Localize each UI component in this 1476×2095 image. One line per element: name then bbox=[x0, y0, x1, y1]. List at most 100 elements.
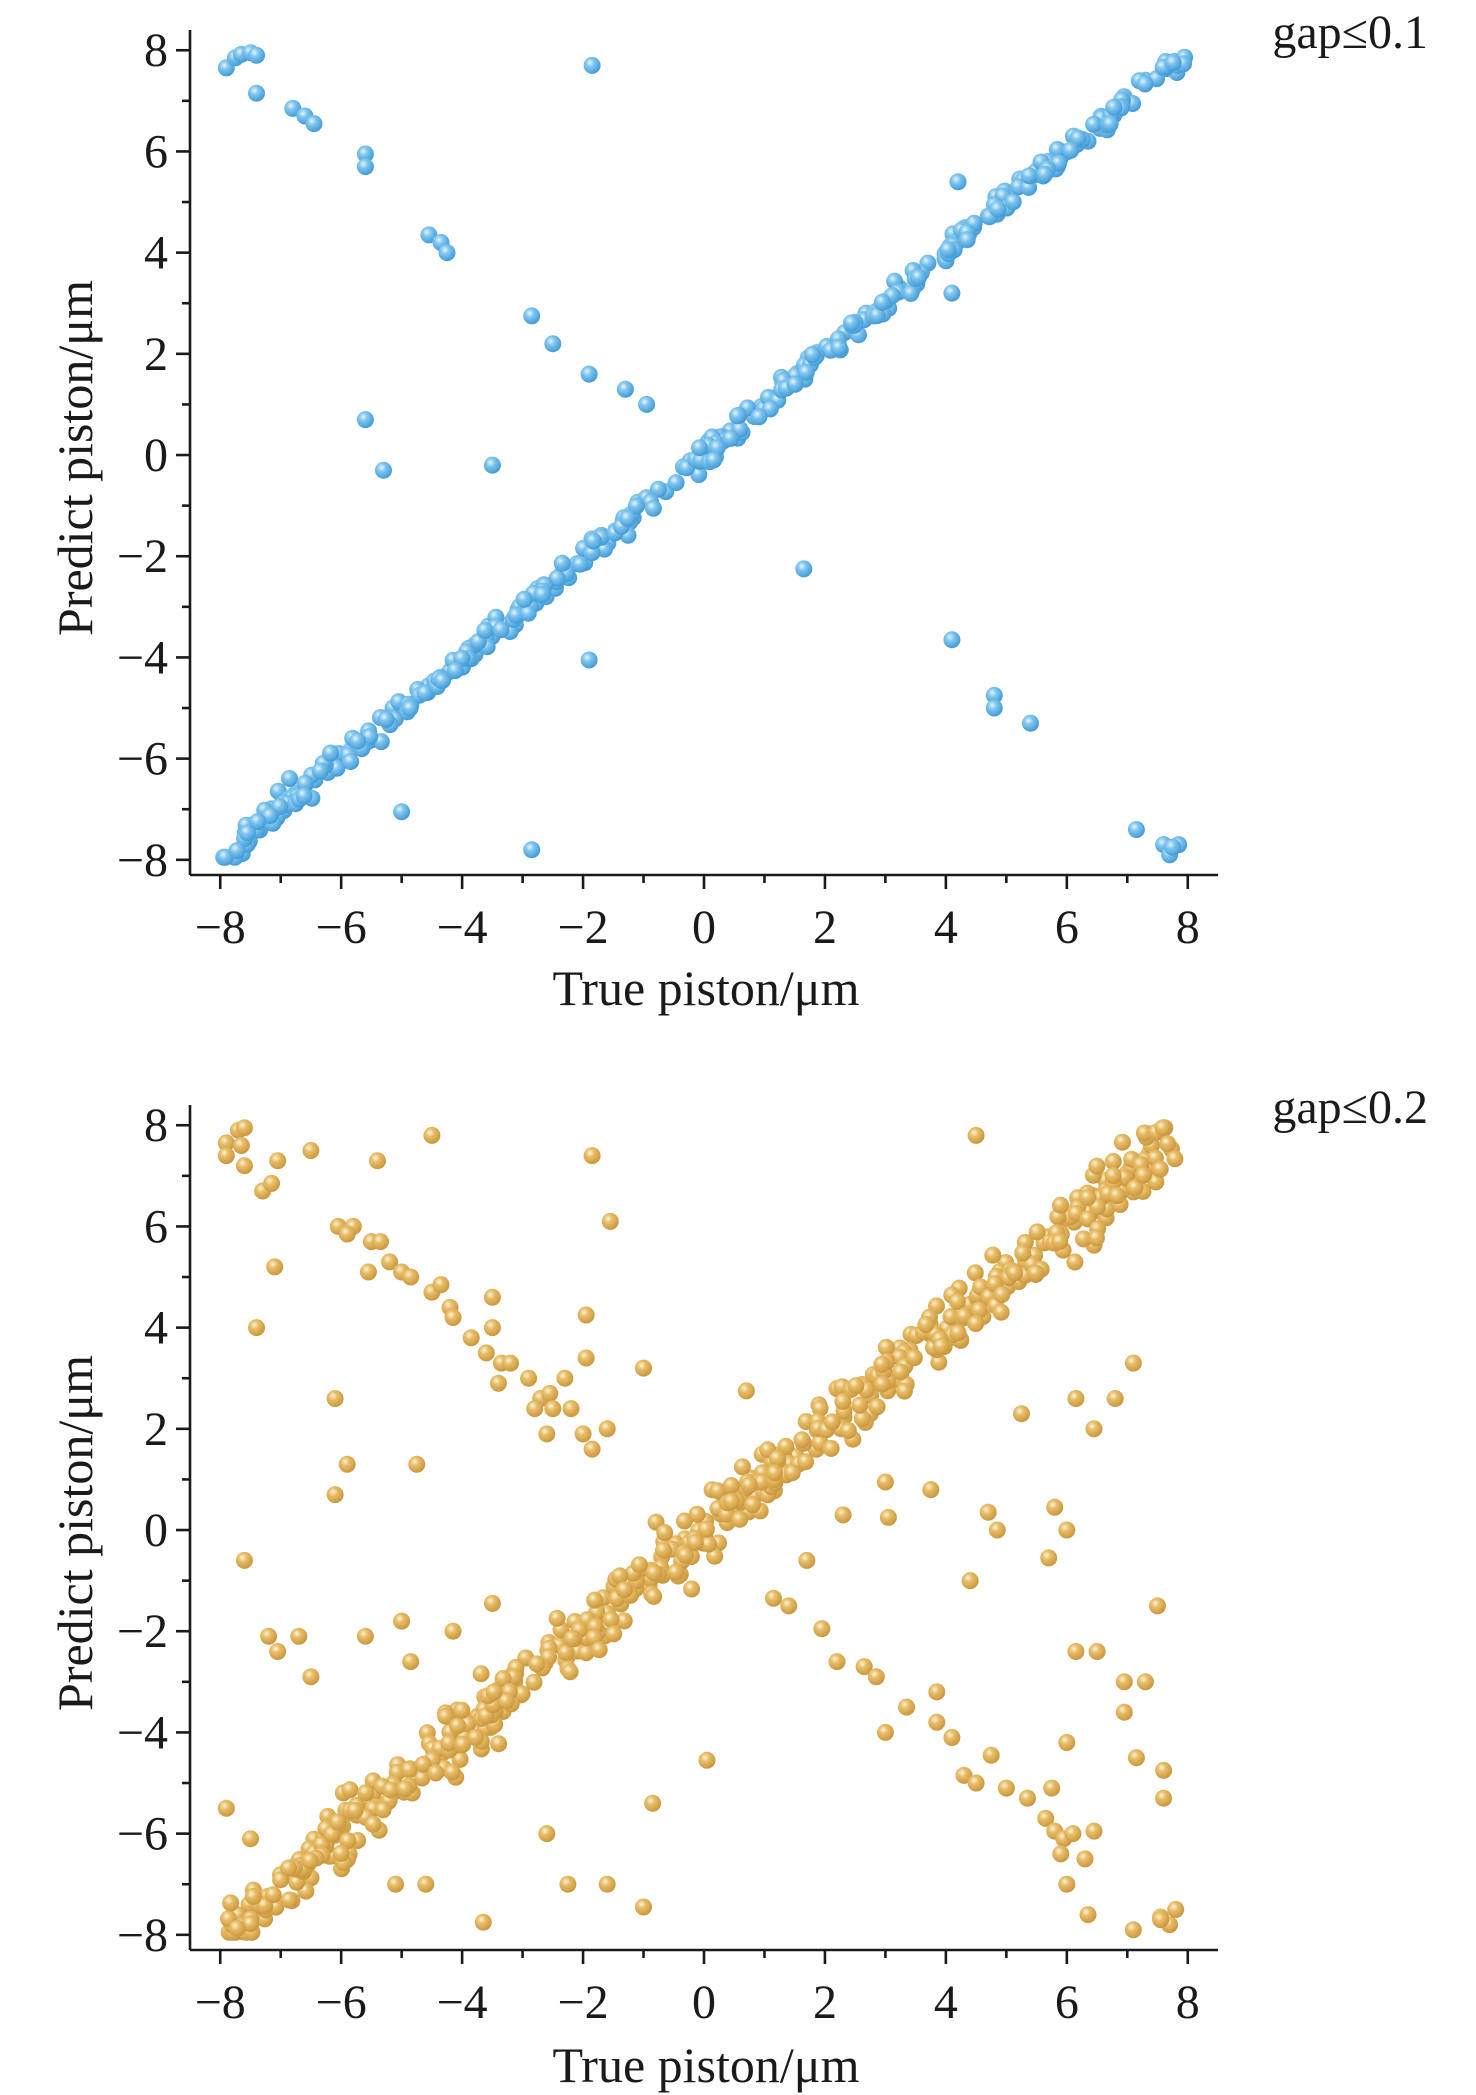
scatter-point-bottom-645 bbox=[928, 1713, 946, 1731]
scatter-point-bottom-608 bbox=[266, 1258, 284, 1276]
scatter-point-bottom-405 bbox=[241, 1915, 259, 1933]
scatter-point-bottom-339 bbox=[853, 1410, 871, 1427]
scatter-point-top-323 bbox=[868, 307, 886, 325]
scatter-point-top-313 bbox=[228, 842, 246, 860]
scatter-point-top-377 bbox=[729, 407, 746, 425]
scatter-point-bottom-65 bbox=[472, 1665, 490, 1683]
scatter-point-bottom-515 bbox=[722, 1477, 740, 1494]
scatter-point-bottom-673 bbox=[1155, 1761, 1173, 1779]
scatter-point-bottom-588 bbox=[477, 1344, 495, 1362]
scatter-point-bottom-354 bbox=[577, 1644, 595, 1662]
x-tick-label-top-4: 0 bbox=[692, 901, 716, 954]
scatter-point-bottom-345 bbox=[1088, 1157, 1106, 1175]
x-tick-label-bottom-1: −6 bbox=[316, 1976, 367, 2029]
scatter-point-top-367 bbox=[322, 744, 340, 762]
scatter-point-bottom-522 bbox=[497, 1692, 515, 1710]
scatter-point-bottom-615 bbox=[260, 1627, 278, 1645]
scatter-point-bottom-277 bbox=[700, 1535, 718, 1553]
scatter-point-top-204 bbox=[989, 200, 1007, 218]
scatter-point-top-356 bbox=[910, 268, 927, 286]
scatter-point-bottom-189 bbox=[656, 1524, 674, 1542]
scatter-point-bottom-313 bbox=[709, 1482, 727, 1500]
scatter-point-bottom-689 bbox=[876, 1473, 894, 1491]
scatter-point-bottom-594 bbox=[520, 1369, 538, 1387]
scatter-point-bottom-554 bbox=[1154, 1119, 1172, 1137]
scatter-point-top-401 bbox=[638, 395, 656, 413]
scatter-point-bottom-418 bbox=[851, 1396, 869, 1414]
scatter-point-bottom-607 bbox=[635, 1359, 652, 1377]
scatter-point-bottom-692 bbox=[834, 1506, 852, 1524]
scatter-point-top-371 bbox=[515, 590, 533, 608]
scatter-point-bottom-614 bbox=[235, 1551, 253, 1569]
scatter-point-bottom-553 bbox=[1014, 1244, 1032, 1262]
scatter-point-bottom-547 bbox=[605, 1625, 623, 1643]
scatter-point-bottom-568 bbox=[263, 1174, 281, 1192]
x-tick-label-bottom-8: 8 bbox=[1176, 1976, 1200, 2029]
y-tick-label-top-0: −8 bbox=[117, 834, 168, 887]
scatter-point-bottom-490 bbox=[675, 1512, 693, 1530]
scatter-point-top-407 bbox=[943, 631, 961, 649]
scatter-point-bottom-539 bbox=[244, 1888, 262, 1905]
scatter-point-bottom-544 bbox=[528, 1655, 546, 1673]
scatter-point-bottom-533 bbox=[615, 1581, 633, 1599]
scatter-point-bottom-590 bbox=[483, 1319, 501, 1337]
scatter-point-top-353 bbox=[750, 408, 768, 426]
scatter-point-bottom-688 bbox=[1040, 1549, 1058, 1567]
scatter-point-bottom-652 bbox=[1019, 1789, 1036, 1807]
x-tick-label-bottom-4: 0 bbox=[692, 1976, 716, 2029]
scatter-point-top-301 bbox=[1085, 115, 1103, 133]
scatter-point-bottom-638 bbox=[798, 1551, 816, 1569]
scatter-point-top-375 bbox=[1062, 141, 1080, 159]
scatter-point-bottom-351 bbox=[413, 1769, 431, 1787]
scatter-point-bottom-682 bbox=[1085, 1420, 1103, 1438]
scatter-point-bottom-681 bbox=[1106, 1390, 1124, 1407]
scatter-point-bottom-674 bbox=[1155, 1789, 1173, 1807]
y-axis-title-top: Predict piston/μm bbox=[47, 280, 103, 636]
scatter-point-bottom-634 bbox=[698, 1751, 716, 1769]
scatter-point-bottom-635 bbox=[737, 1382, 755, 1400]
scatter-point-bottom-627 bbox=[417, 1875, 435, 1893]
scatter-point-bottom-498 bbox=[590, 1641, 608, 1659]
scatter-point-bottom-385 bbox=[443, 1763, 461, 1781]
scatter-point-top-303 bbox=[803, 346, 821, 363]
scatter-point-top-349 bbox=[939, 241, 957, 259]
scatter-point-bottom-668 bbox=[1152, 1911, 1170, 1929]
scatter-point-top-385 bbox=[248, 84, 265, 102]
scatter-point-bottom-570 bbox=[369, 1152, 386, 1170]
scatter-point-bottom-633 bbox=[644, 1794, 662, 1812]
scatter-point-top-339 bbox=[377, 710, 395, 728]
scatter-point-bottom-589 bbox=[483, 1288, 501, 1306]
scatter-point-bottom-519 bbox=[563, 1630, 581, 1647]
scatter-point-bottom-387 bbox=[1075, 1230, 1092, 1248]
scatter-point-bottom-680 bbox=[1067, 1390, 1085, 1407]
scatter-point-top-318 bbox=[519, 604, 537, 622]
scatter-point-bottom-582 bbox=[402, 1268, 420, 1286]
scatter-point-bottom-662 bbox=[1079, 1906, 1097, 1924]
scatter-point-top-417 bbox=[1164, 838, 1182, 856]
scatter-point-bottom-625 bbox=[242, 1830, 259, 1848]
scatter-point-bottom-550 bbox=[993, 1286, 1011, 1303]
scatter-point-bottom-641 bbox=[855, 1658, 873, 1676]
scatter-point-bottom-415 bbox=[768, 1449, 786, 1467]
scatter-point-bottom-578 bbox=[372, 1233, 389, 1251]
scatter-point-bottom-414 bbox=[847, 1377, 865, 1395]
scatter-point-bottom-632 bbox=[635, 1898, 652, 1916]
scatter-point-bottom-558 bbox=[873, 1355, 891, 1373]
scatter-point-bottom-467 bbox=[329, 1813, 347, 1831]
scatter-point-bottom-613 bbox=[408, 1455, 426, 1473]
scatter-point-top-373 bbox=[786, 375, 804, 393]
x-tick-label-top-1: −6 bbox=[316, 901, 367, 954]
x-tick-label-bottom-3: −2 bbox=[558, 1976, 609, 2029]
scatter-point-top-392 bbox=[375, 461, 392, 479]
scatter-point-bottom-494 bbox=[1151, 1160, 1169, 1178]
scatter-point-bottom-408 bbox=[984, 1246, 1002, 1264]
scatter-point-top-329 bbox=[873, 293, 891, 311]
scatter-point-bottom-63 bbox=[1066, 1253, 1084, 1271]
x-tick-label-bottom-0: −8 bbox=[195, 1976, 246, 2029]
scatter-point-bottom-466 bbox=[868, 1398, 886, 1416]
scatter-point-bottom-468 bbox=[374, 1801, 392, 1819]
scatter-point-bottom-565 bbox=[235, 1157, 253, 1175]
scatter-point-bottom-571 bbox=[423, 1126, 441, 1144]
scatter-point-top-378 bbox=[1105, 98, 1123, 116]
scatter-point-bottom-686 bbox=[1046, 1498, 1064, 1516]
